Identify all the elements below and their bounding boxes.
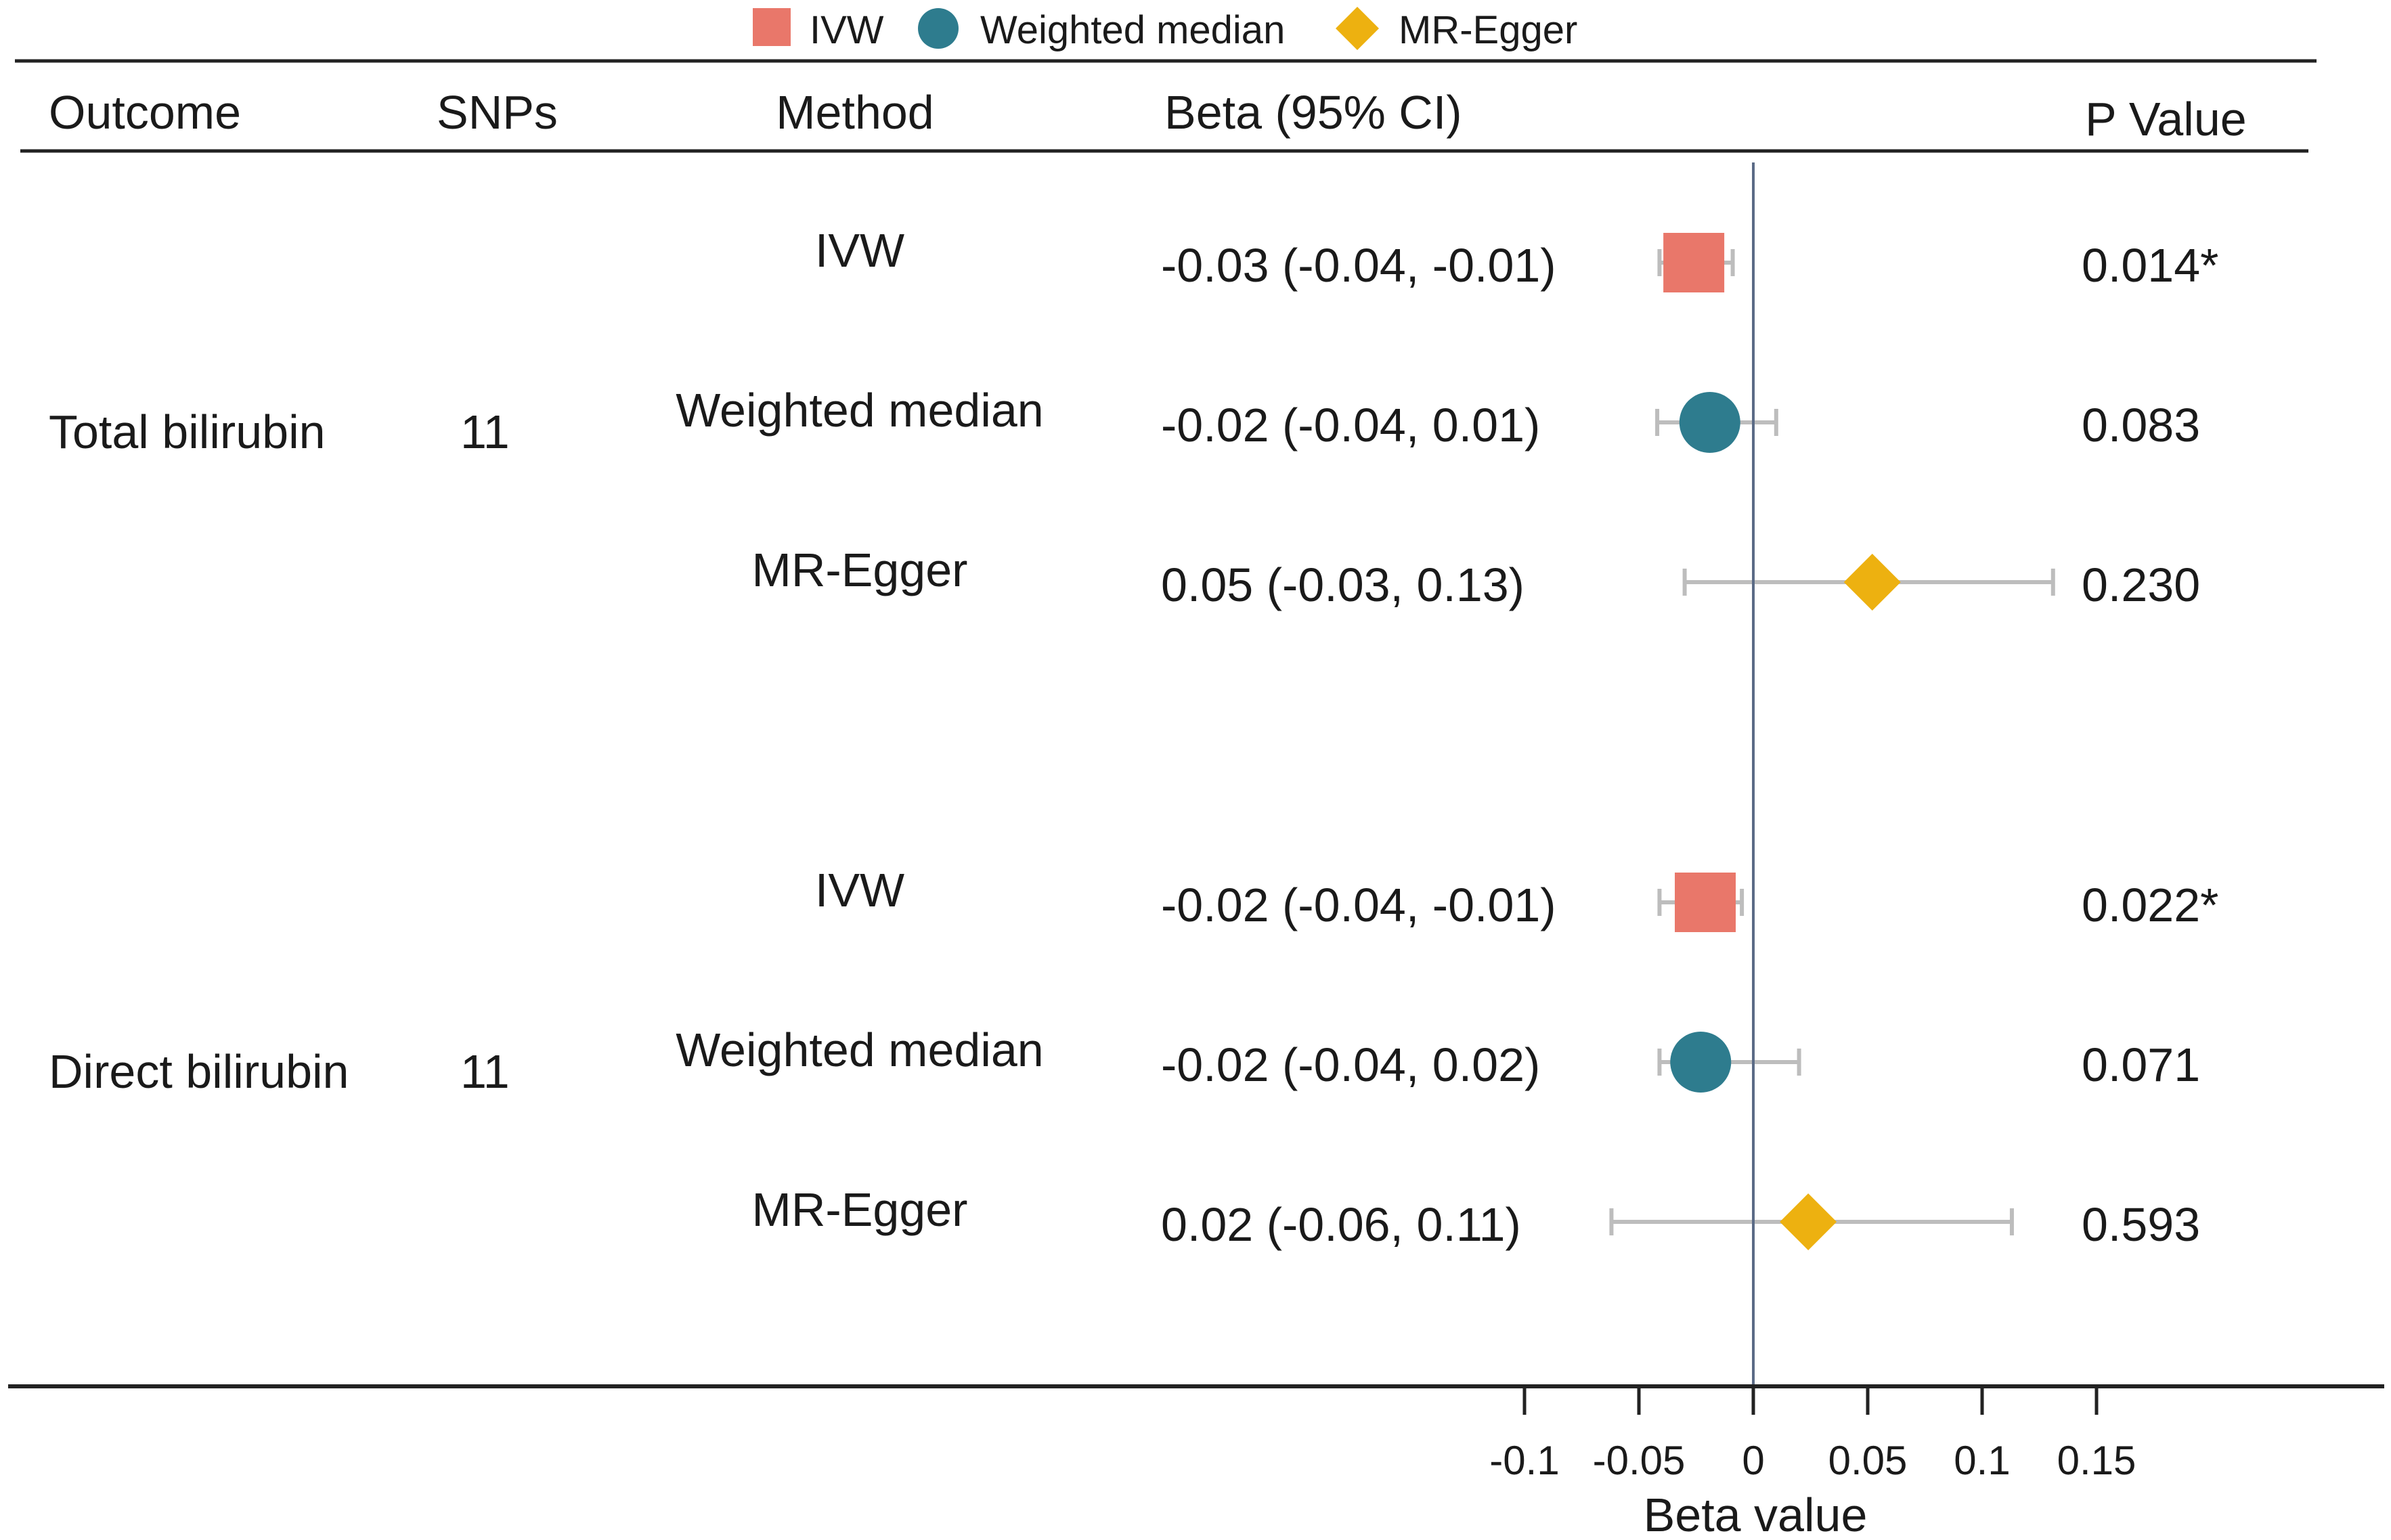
x-tick-label: 0 — [1742, 1438, 1764, 1483]
beta-ci-label: -0.02 (-0.04, 0.02) — [1161, 1038, 1540, 1091]
header-beta-ci: Beta (95% CI) — [1164, 86, 1462, 139]
legend-weighted-median-label: Weighted median — [980, 8, 1285, 52]
legend-mr-egger-label: MR-Egger — [1399, 8, 1577, 52]
beta-ci-label: -0.02 (-0.04, 0.01) — [1161, 399, 1540, 452]
x-axis-ticks: -0.1 -0.05 0 0.05 0.1 0.15 — [1489, 1388, 2136, 1483]
header-p-value: P Value — [2085, 93, 2247, 146]
p-value-label: 0.014* — [2082, 239, 2218, 292]
point-estimate-diamond — [1843, 554, 1901, 611]
beta-ci-label: -0.02 (-0.04, -0.01) — [1161, 879, 1556, 931]
header-snps: SNPs — [437, 86, 558, 139]
header-method: Method — [776, 86, 934, 139]
x-tick-label: 0.05 — [1828, 1438, 1908, 1483]
legend-ivw-label: IVW — [810, 8, 884, 52]
method-label: IVW — [815, 864, 904, 917]
rows-layer: Total bilirubin 11 IVW -0.03 (-0.04, -0.01)… — [49, 224, 2218, 1251]
legend: IVW Weighted median MR-Egger — [753, 7, 1577, 52]
point-estimate-diamond — [1780, 1193, 1837, 1250]
header-outcome: Outcome — [49, 86, 241, 139]
x-tick-label: 0.15 — [2057, 1438, 2136, 1483]
method-label: Weighted median — [676, 384, 1044, 437]
beta-ci-label: 0.05 (-0.03, 0.13) — [1161, 558, 1524, 611]
legend-weighted-median-circle-icon — [918, 8, 959, 49]
legend-mr-egger-diamond-icon — [1336, 7, 1379, 50]
point-estimate-square — [1675, 873, 1736, 932]
snps-count: 11 — [460, 405, 510, 458]
p-value-label: 0.083 — [2082, 399, 2200, 452]
p-value-label: 0.593 — [2082, 1198, 2200, 1251]
outcome-label: Total bilirubin — [49, 405, 326, 458]
beta-ci-label: 0.02 (-0.06, 0.11) — [1161, 1198, 1521, 1251]
p-value-label: 0.071 — [2082, 1038, 2200, 1091]
point-estimate-square — [1663, 233, 1725, 292]
method-label: MR-Egger — [752, 544, 968, 596]
x-tick-label: -0.1 — [1489, 1438, 1559, 1483]
method-label: IVW — [815, 224, 904, 277]
point-estimate-circle — [1679, 392, 1740, 453]
method-label: MR-Egger — [752, 1183, 968, 1236]
x-tick-label: -0.05 — [1593, 1438, 1686, 1483]
x-tick-label: 0.1 — [1954, 1438, 2010, 1483]
point-estimate-circle — [1670, 1032, 1732, 1093]
legend-ivw-square-icon — [753, 8, 791, 46]
x-axis-title: Beta value — [1644, 1489, 1868, 1540]
snps-count: 11 — [460, 1045, 510, 1098]
beta-ci-label: -0.03 (-0.04, -0.01) — [1161, 239, 1556, 292]
table-header: Outcome SNPs Method Beta (95% CI) P Valu… — [49, 86, 2247, 146]
method-label: Weighted median — [676, 1024, 1044, 1076]
outcome-label: Direct bilirubin — [49, 1045, 349, 1098]
p-value-label: 0.022* — [2082, 879, 2218, 931]
p-value-label: 0.230 — [2082, 558, 2200, 611]
